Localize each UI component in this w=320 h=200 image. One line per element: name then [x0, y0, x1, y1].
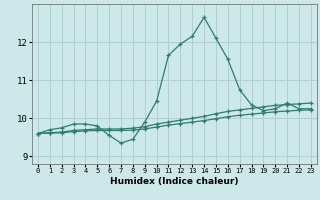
- X-axis label: Humidex (Indice chaleur): Humidex (Indice chaleur): [110, 177, 239, 186]
